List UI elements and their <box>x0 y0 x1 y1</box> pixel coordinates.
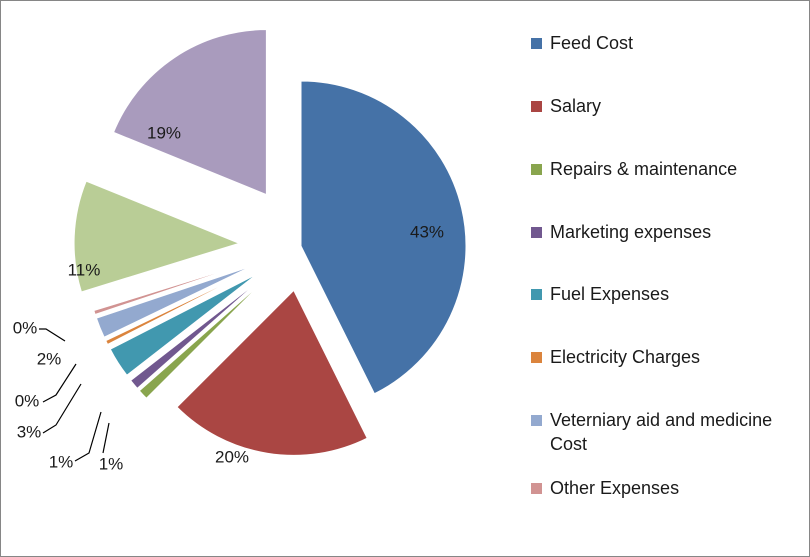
legend-label: Salary <box>550 96 602 116</box>
data-label-3: 1% <box>99 454 124 473</box>
pie-slice-1 <box>300 80 467 395</box>
legend-item: Fuel Expenses <box>531 282 795 306</box>
leader-line-5 <box>42 383 82 434</box>
leader-line-4 <box>74 411 102 462</box>
legend-label: Fuel Expenses <box>550 284 670 304</box>
legend-item: Repairs & maintenance <box>531 157 795 181</box>
data-label-10: 19% <box>147 123 181 142</box>
legend-item: Veterniary aid and medicine Cost <box>531 408 795 456</box>
legend-swatch <box>531 352 542 363</box>
legend-swatch <box>531 38 542 49</box>
data-label-7: 2% <box>37 349 62 368</box>
legend-item: Salary <box>531 94 795 118</box>
legend-swatch <box>531 101 542 112</box>
pie-slice-5 <box>109 273 258 376</box>
legend-item: Electricity Charges <box>531 345 795 369</box>
data-label-6: 0% <box>15 391 40 410</box>
legend-label: Feed Cost <box>550 33 634 53</box>
data-label-9: 11% <box>68 260 101 279</box>
data-label-8: 0% <box>13 318 38 337</box>
legend-swatch <box>531 227 542 238</box>
legend-label: Other Expenses <box>550 478 680 498</box>
pie-slice-10 <box>112 29 267 196</box>
leader-line-6 <box>42 363 77 403</box>
legend-swatch <box>531 164 542 175</box>
data-label-2: 20% <box>215 447 249 466</box>
pie-slice-9 <box>73 180 241 293</box>
legend-item: Marketing expenses <box>531 220 795 244</box>
data-label-1: 43% <box>410 222 444 241</box>
legend-item: Feed Cost <box>531 31 795 55</box>
leader-line-8 <box>39 328 66 342</box>
legend-item: Other Expenses <box>531 476 795 500</box>
legend-swatch <box>531 483 542 494</box>
legend-label: Veterniary aid and medicine Cost <box>550 410 773 454</box>
pie-slice-6 <box>105 268 255 346</box>
data-label-4: 1% <box>49 452 74 471</box>
pie-slice-4 <box>129 278 262 390</box>
legend-label: Marketing expenses <box>550 222 712 242</box>
leader-line-3 <box>102 422 110 454</box>
pie-slice-7 <box>95 265 254 338</box>
legend-label: Electricity Charges <box>550 347 701 367</box>
data-label-5: 3% <box>17 422 42 441</box>
legend-swatch <box>531 289 542 300</box>
pie-slice-2 <box>176 289 368 456</box>
legend-swatch <box>531 415 542 426</box>
pie-slice-8 <box>93 261 252 316</box>
legend-label: Repairs & maintenance <box>550 159 738 179</box>
pie-slice-3 <box>138 281 264 399</box>
